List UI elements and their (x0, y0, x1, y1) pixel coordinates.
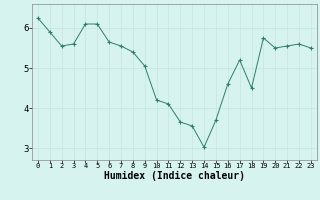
X-axis label: Humidex (Indice chaleur): Humidex (Indice chaleur) (104, 171, 245, 181)
